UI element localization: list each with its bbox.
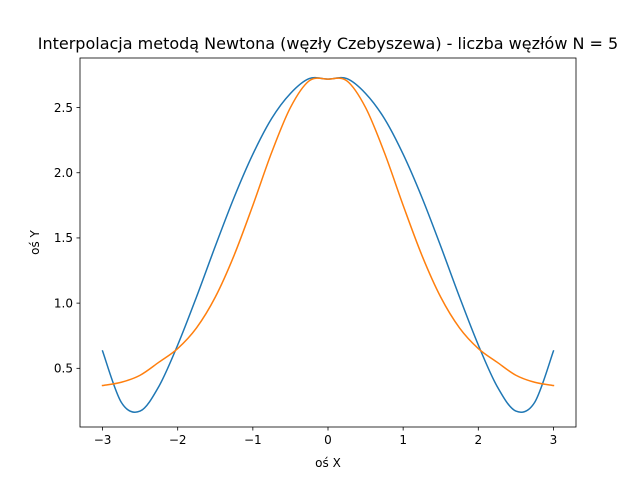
x-tick-label: 0 bbox=[324, 433, 332, 447]
y-tick-label: 2.0 bbox=[54, 166, 73, 180]
x-tick-label: 2 bbox=[474, 433, 482, 447]
x-tick-label: −2 bbox=[169, 433, 187, 447]
y-tick-label: 2.5 bbox=[54, 101, 73, 115]
x-axis-label: oś X bbox=[315, 456, 341, 470]
x-tick-label: 3 bbox=[550, 433, 558, 447]
x-tick-label: 1 bbox=[399, 433, 407, 447]
x-tick-label: −3 bbox=[94, 433, 112, 447]
y-axis-label: oś Y bbox=[28, 229, 42, 254]
y-tick-label: 1.5 bbox=[54, 231, 73, 245]
x-tick-label: −1 bbox=[244, 433, 262, 447]
y-tick-label: 1.0 bbox=[54, 296, 73, 310]
chart-title: Interpolacja metodą Newtona (węzły Czeby… bbox=[38, 34, 618, 53]
series-line-2 bbox=[101, 77, 555, 387]
y-axis: 0.5 1.0 1.5 2.0 2.5 bbox=[54, 101, 80, 376]
x-axis: −3 −2 −1 0 1 2 3 bbox=[94, 427, 558, 447]
series-layer bbox=[101, 76, 555, 414]
y-tick-label: 0.5 bbox=[54, 362, 73, 376]
